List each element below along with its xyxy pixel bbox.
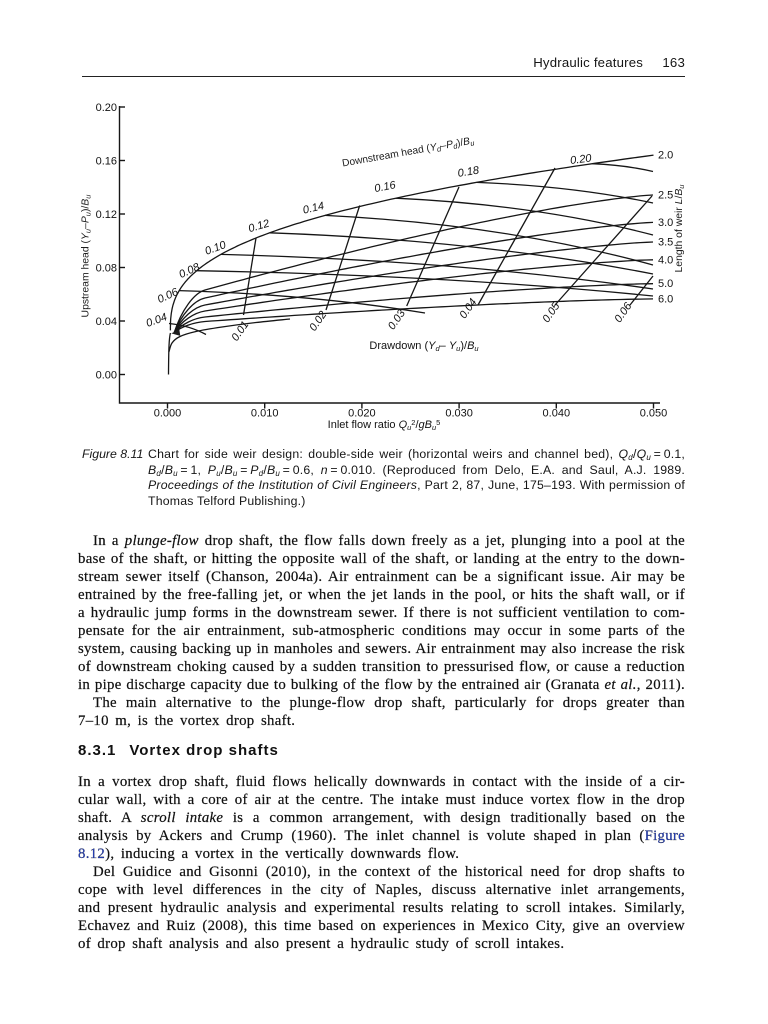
svg-text:0.04: 0.04 bbox=[96, 316, 117, 328]
svg-text:0.04: 0.04 bbox=[457, 297, 479, 321]
svg-text:6.0: 6.0 bbox=[658, 293, 673, 305]
svg-text:5.0: 5.0 bbox=[658, 278, 673, 290]
svg-text:0.03: 0.03 bbox=[386, 307, 409, 332]
svg-text:3.0: 3.0 bbox=[658, 217, 673, 229]
svg-text:0.000: 0.000 bbox=[154, 408, 182, 420]
svg-text:Length of weir L/Bu: Length of weir L/Bu bbox=[674, 184, 686, 273]
svg-text:0.20: 0.20 bbox=[96, 102, 117, 114]
svg-text:0.040: 0.040 bbox=[543, 408, 571, 420]
svg-text:4.0: 4.0 bbox=[658, 254, 673, 266]
svg-text:Drawdown (Yd– Yu)/Bu: Drawdown (Yd– Yu)/Bu bbox=[369, 340, 479, 353]
svg-text:0.04: 0.04 bbox=[145, 311, 169, 330]
svg-text:0.12: 0.12 bbox=[96, 209, 117, 221]
svg-text:0.05: 0.05 bbox=[540, 300, 563, 325]
svg-text:Upstream head (Yu–Pu)/Bu: Upstream head (Yu–Pu)/Bu bbox=[81, 194, 93, 318]
svg-text:0.16: 0.16 bbox=[96, 155, 117, 167]
svg-text:0.010: 0.010 bbox=[251, 408, 279, 420]
svg-text:0.02: 0.02 bbox=[307, 309, 329, 333]
svg-text:0.20: 0.20 bbox=[569, 152, 593, 167]
svg-text:Inlet flow ratio Qu2/gBu5: Inlet flow ratio Qu2/gBu5 bbox=[328, 418, 441, 431]
svg-text:0.08: 0.08 bbox=[96, 262, 117, 274]
svg-text:0.12: 0.12 bbox=[247, 218, 271, 235]
svg-text:0.18: 0.18 bbox=[457, 164, 481, 179]
svg-text:0.020: 0.020 bbox=[348, 408, 376, 420]
svg-text:0.00: 0.00 bbox=[96, 369, 117, 381]
svg-text:2.0: 2.0 bbox=[658, 150, 673, 162]
svg-text:0.01: 0.01 bbox=[229, 319, 251, 343]
svg-text:0.14: 0.14 bbox=[302, 200, 326, 217]
svg-text:Downstream head (Yd–Pd)/Bu: Downstream head (Yd–Pd)/Bu bbox=[341, 135, 476, 170]
svg-text:0.16: 0.16 bbox=[373, 179, 397, 195]
svg-text:0.030: 0.030 bbox=[445, 408, 473, 420]
svg-text:0.050: 0.050 bbox=[640, 408, 668, 420]
svg-text:0.06: 0.06 bbox=[156, 286, 181, 306]
svg-text:3.5: 3.5 bbox=[658, 237, 673, 249]
svg-text:2.5: 2.5 bbox=[658, 190, 673, 202]
